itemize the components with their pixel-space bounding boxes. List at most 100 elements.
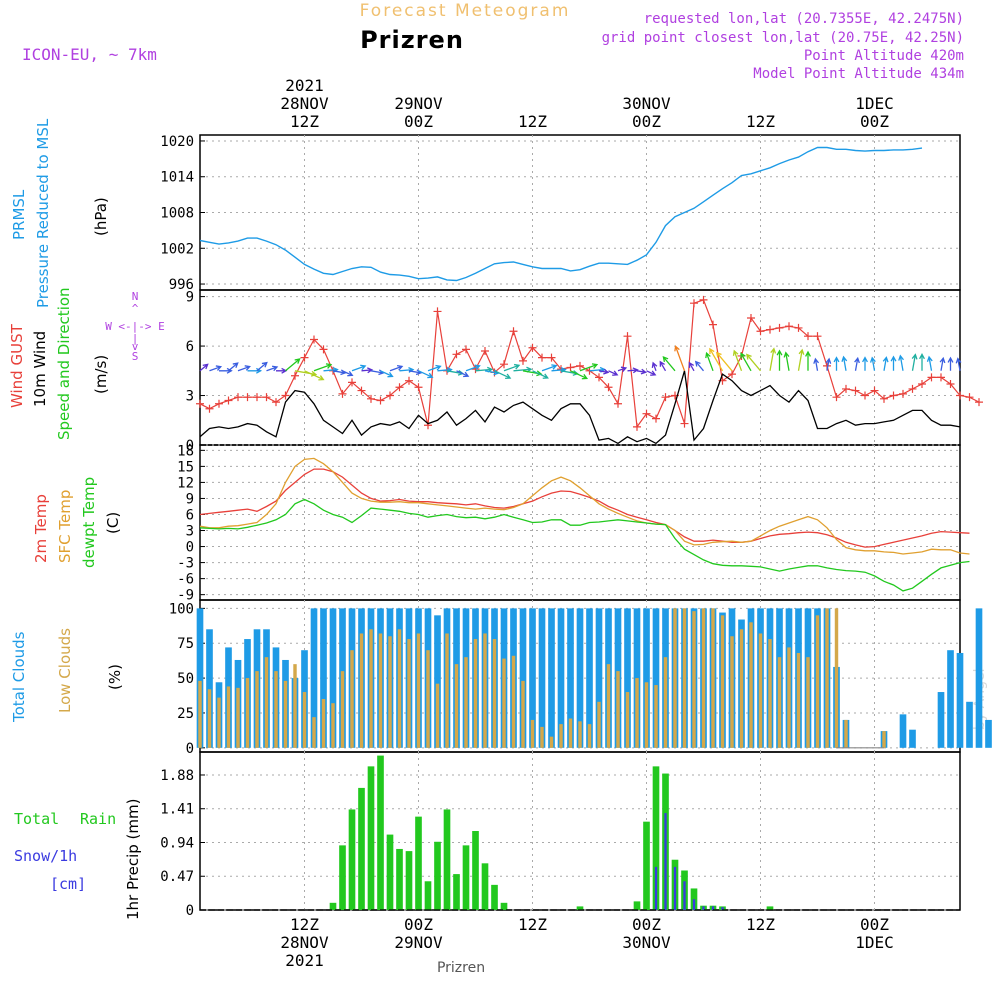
precip-unit: 1hr Precip (mm) (124, 799, 142, 920)
low-cloud-bar (445, 633, 449, 748)
wind-arrow (776, 349, 783, 371)
prmsl-line (199, 146, 923, 282)
bottom-time-label: 12Z (518, 915, 547, 934)
gust-marker (680, 419, 689, 428)
total-cloud-bar (985, 719, 992, 748)
wind-arrow (715, 351, 733, 372)
wind-arrow (209, 365, 223, 372)
wind-arrow (579, 363, 599, 372)
gust-marker (775, 323, 784, 332)
gust-marker (899, 389, 907, 398)
wind-arrow (674, 345, 686, 372)
snow-bar (692, 899, 696, 910)
data-marks (196, 146, 992, 911)
y-tick-label: 0 (186, 540, 194, 556)
total-cloud-bar (595, 608, 603, 748)
gust-marker (376, 396, 385, 405)
wind-arrow (541, 364, 558, 372)
rain-bar (358, 787, 365, 910)
gust-marker (709, 320, 717, 329)
temp2m-line (199, 468, 970, 548)
low-cloud-bar (454, 664, 459, 748)
low-cloud-bar (682, 608, 687, 748)
wind-arrow (342, 370, 354, 377)
top-time-label: 00Z (860, 112, 889, 131)
low-cloud-bar (521, 680, 525, 748)
gust-marker (528, 343, 537, 352)
gust-marker (832, 393, 841, 402)
wind-arrow (882, 356, 889, 371)
gust-marker (452, 350, 461, 359)
gust-marker (357, 386, 366, 395)
wind-arrow (199, 363, 209, 372)
wind-arrow (651, 361, 658, 372)
low-cloud-bar (359, 633, 364, 748)
rain-bar (348, 809, 356, 910)
gust-marker (946, 379, 955, 388)
wind-arrow (705, 351, 714, 372)
wind-arrow (465, 364, 481, 372)
wind-arrow (919, 353, 925, 371)
wind-arrow (797, 348, 805, 371)
gust-marker (215, 399, 223, 408)
gust-label: Wind GUST (8, 323, 26, 408)
bottom-time-label: 1DEC (855, 933, 894, 952)
rain-bar (500, 902, 508, 910)
y-tick-label: 0.94 (160, 835, 194, 851)
low-cloud-bar (701, 608, 706, 748)
wind-arrow (939, 356, 946, 371)
wind-arrow (694, 360, 704, 372)
low-cloud-bar (198, 680, 202, 748)
temp-unit: (C) (104, 512, 122, 534)
bottom-time-label: 00Z (404, 915, 433, 934)
total-cloud-bar (320, 608, 327, 748)
snow-unit: [cm] (50, 875, 86, 893)
gust-marker (804, 332, 812, 341)
y-tick-label: 0 (186, 741, 194, 757)
gust-marker (509, 327, 518, 336)
y-tick-label: 0.47 (160, 869, 194, 885)
gust-marker (604, 383, 613, 392)
low-cloud-bar (302, 692, 307, 748)
top-time-label: 12Z (746, 112, 775, 131)
wind-arrow (862, 356, 868, 371)
low-cloud-bar (768, 639, 772, 748)
total-cloud-bar (633, 608, 641, 748)
y-tick-label: 1002 (160, 241, 194, 257)
wind-arrow (276, 367, 288, 374)
gust-marker (300, 353, 309, 362)
wind-arrow (740, 352, 752, 372)
gust-marker (633, 422, 641, 431)
low-cloud-bar (312, 717, 316, 748)
y-tick-label: 9 (186, 290, 194, 306)
y-tick-label: 1020 (160, 134, 194, 150)
pressure-unit: (hPa) (92, 197, 110, 236)
low-cloud-bar (787, 647, 791, 748)
wind-arrow (746, 353, 761, 372)
snow-bar (702, 906, 705, 910)
rain-label: Rain (80, 810, 116, 828)
gust-marker (538, 353, 546, 362)
wind-arrow (351, 364, 367, 372)
total-cloud-bar (624, 608, 631, 748)
low-cloud-bar (549, 736, 554, 748)
low-cloud-bar (796, 652, 801, 748)
requested-coords: requested lon,lat (20.7355E, 42.2475N) (644, 11, 964, 27)
low-cloud-bar (274, 671, 278, 748)
y-tick-label: 75 (177, 636, 194, 652)
clouds-unit: (%) (106, 664, 124, 690)
rain-bar (766, 906, 774, 910)
wind-arrow (646, 370, 657, 376)
y-tick-label: 0 (186, 438, 194, 454)
top-time-label: 28NOV (280, 94, 329, 113)
wind-arrow (688, 361, 695, 372)
wind-arrow (228, 362, 239, 372)
wind-10m-label: 10m Wind (31, 331, 49, 407)
wind-arrow (769, 347, 777, 371)
wind-arrow (833, 356, 840, 371)
low-cloud-bar (388, 636, 392, 748)
precip-labels: Total Rain Snow/1h [cm] 1hr Precip (mm) (14, 799, 142, 920)
gust-marker (908, 384, 917, 393)
wind-arrow (627, 367, 639, 374)
low-cloud-bar (834, 608, 839, 748)
